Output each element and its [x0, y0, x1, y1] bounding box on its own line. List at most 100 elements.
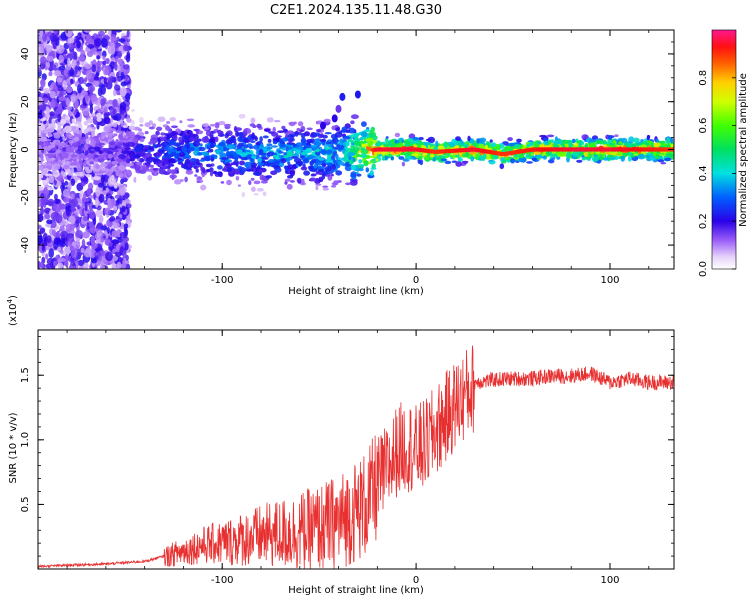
spectral-blob [68, 134, 74, 137]
spectral-blob [258, 149, 264, 154]
spectral-blob [95, 163, 100, 169]
spectral-blob [258, 168, 263, 173]
spectral-blob [378, 154, 383, 157]
spectral-blob [263, 157, 269, 160]
spectral-blob [281, 125, 286, 130]
spectral-blob [147, 146, 154, 150]
spectral-blob [84, 166, 90, 171]
spectral-blob [64, 253, 69, 263]
spectral-blob [467, 135, 471, 142]
spectral-blob [117, 130, 123, 134]
spectral-blob [156, 126, 163, 131]
spectral-blob [369, 170, 374, 176]
spectral-blob [178, 152, 186, 157]
spectral-blob [155, 151, 159, 157]
spectral-blob [296, 177, 302, 183]
spectral-blob [266, 143, 273, 147]
spectral-blob [51, 147, 58, 151]
spectral-blob [659, 140, 666, 144]
spectral-blob [158, 148, 164, 151]
spectral-blob [92, 164, 96, 168]
spectral-blob [360, 131, 368, 138]
spectral-blob [152, 168, 158, 171]
snr-y-ticks: 0.5 1.0 1.5 [20, 336, 674, 570]
spectrogram-x-ticks: -100 0 100 [66, 30, 650, 286]
spectral-blob [139, 116, 144, 124]
spectral-blob [96, 117, 102, 122]
spectral-blob [169, 169, 178, 175]
spectral-blob [237, 184, 241, 187]
spectral-blob [348, 160, 354, 165]
spectral-blob [60, 118, 67, 125]
spectral-blob [46, 219, 53, 225]
spectral-blob [217, 129, 222, 135]
spectral-blob [199, 162, 203, 169]
spectral-blob [70, 154, 78, 158]
spectral-blob [607, 135, 613, 140]
spectral-blob [251, 186, 256, 192]
spectral-blob [84, 150, 89, 156]
spectral-blob [253, 192, 259, 196]
spectral-blob [606, 154, 615, 158]
spectral-blob [209, 123, 217, 127]
spectral-blob [53, 30, 59, 35]
spectral-blob [565, 152, 572, 159]
y-tick-label: 1.5 [20, 367, 31, 383]
spectral-blob [50, 156, 54, 162]
spectral-blob [452, 153, 456, 160]
snr-frame [37, 329, 675, 570]
spectral-blob [123, 223, 129, 229]
spectral-blob [250, 162, 258, 168]
spectral-blob [62, 147, 66, 152]
spectral-blob [108, 241, 113, 247]
spectral-blob [313, 163, 318, 169]
spectral-blob [62, 165, 69, 170]
spectral-blob [300, 178, 305, 185]
spectral-blob [401, 161, 405, 167]
spectral-blob [205, 163, 212, 168]
spectral-blob [48, 175, 55, 184]
spectral-blob [309, 177, 317, 182]
spectral-blob [503, 146, 509, 153]
spectral-blob [76, 60, 80, 67]
spectral-blob [42, 141, 49, 147]
spectral-blob [305, 147, 313, 154]
spectral-blob [128, 125, 136, 131]
spectral-blob [126, 158, 131, 164]
spectral-blob [289, 170, 295, 177]
spectral-blob [49, 90, 56, 99]
spectral-blob [499, 163, 505, 170]
spectral-blob [350, 114, 359, 120]
spectral-blob [206, 168, 211, 173]
spectral-blob [411, 137, 419, 140]
spectral-blob [154, 171, 158, 176]
spectral-blob [299, 129, 304, 133]
spectral-blob [87, 39, 95, 45]
spectral-blob [122, 124, 128, 129]
spectral-blob [90, 258, 98, 264]
spectral-blob [271, 164, 277, 168]
spectral-blob [267, 146, 273, 150]
spectral-blob [63, 246, 72, 255]
spectral-blob [38, 165, 44, 171]
spectral-blob [85, 174, 91, 178]
spectral-blob [45, 44, 53, 53]
spectral-blob [53, 161, 59, 165]
spectral-blob [170, 131, 179, 137]
spectral-blob [70, 193, 75, 200]
spectral-blob [108, 198, 117, 208]
spectral-blob [78, 55, 86, 62]
spectral-blob [169, 148, 177, 153]
spectral-blob [385, 136, 389, 139]
spectral-blob [125, 155, 129, 160]
spectral-blob [345, 141, 350, 147]
spectral-blob [93, 76, 100, 81]
spectral-blob [161, 142, 165, 147]
spectral-blob [202, 123, 209, 128]
spectral-blob [279, 140, 285, 145]
spectral-blob [361, 121, 367, 127]
spectral-blob [627, 141, 634, 144]
spectral-blob [203, 156, 211, 162]
spectral-blob [135, 161, 143, 166]
spectral-blob [356, 173, 362, 177]
